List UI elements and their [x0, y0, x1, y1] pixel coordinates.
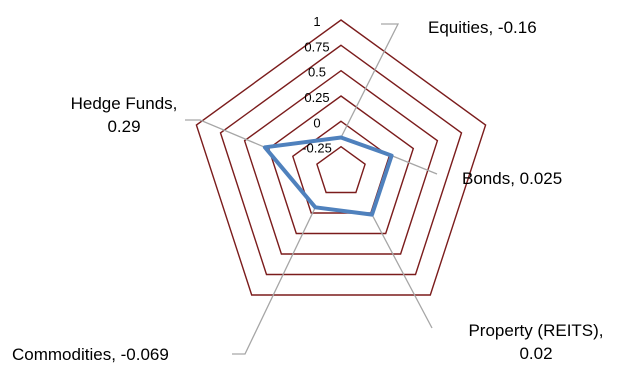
tick-label-0.25: 0.25	[304, 90, 329, 105]
tick-label-1: 1	[313, 14, 320, 29]
leader-line-0	[340, 23, 400, 138]
tick-label--0.25: -0.25	[302, 141, 332, 156]
leader-line-1	[391, 154, 438, 175]
data-label-2: Property (REITS), 0.02	[468, 321, 603, 363]
data-label-3: Commodities, -0.069	[12, 345, 169, 364]
gridline--0.25	[316, 145, 366, 194]
data-label-0: Equities, -0.16	[428, 18, 537, 37]
series-layer	[262, 135, 394, 217]
data-label-4: Hedge Funds, 0.29	[71, 94, 178, 136]
tick-label-0.5: 0.5	[308, 65, 326, 80]
tick-labels: -0.25 0 0.25 0.5 0.75 1	[302, 14, 332, 156]
leader-lines	[185, 23, 438, 355]
gridline-0.75	[219, 44, 463, 276]
tick-label-0: 0	[313, 115, 320, 130]
leader-line-4	[185, 119, 266, 148]
gridline-0.5	[243, 69, 439, 255]
gridline-1	[195, 19, 487, 296]
category-labels: Equities, -0.16 Bonds, 0.025 Property (REI…	[12, 18, 604, 364]
gridline-0.25	[267, 95, 415, 235]
grid-layer	[195, 19, 487, 296]
tick-label-0.75: 0.75	[304, 39, 329, 54]
leader-line-2	[371, 214, 433, 329]
leader-line-3	[232, 207, 316, 355]
data-label-1: Bonds, 0.025	[462, 169, 562, 188]
series-line	[262, 135, 394, 217]
